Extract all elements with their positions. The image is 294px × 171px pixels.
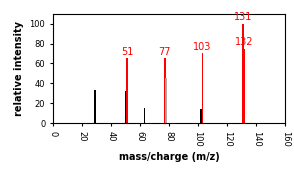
Bar: [244, 49, 245, 123]
Bar: [202, 54, 203, 123]
Bar: [126, 58, 128, 123]
Text: 77: 77: [158, 47, 171, 57]
Bar: [164, 58, 166, 123]
Text: 51: 51: [121, 47, 133, 57]
Bar: [165, 78, 167, 123]
Bar: [200, 109, 202, 123]
Text: 131: 131: [234, 12, 252, 22]
Y-axis label: relative intensity: relative intensity: [14, 21, 24, 116]
Bar: [125, 91, 126, 123]
X-axis label: mass/charge (m/z): mass/charge (m/z): [119, 152, 219, 162]
Bar: [164, 111, 166, 123]
Text: 132: 132: [235, 37, 254, 47]
Bar: [143, 108, 145, 123]
Bar: [94, 90, 96, 123]
Text: 103: 103: [193, 42, 212, 52]
Bar: [242, 24, 244, 123]
